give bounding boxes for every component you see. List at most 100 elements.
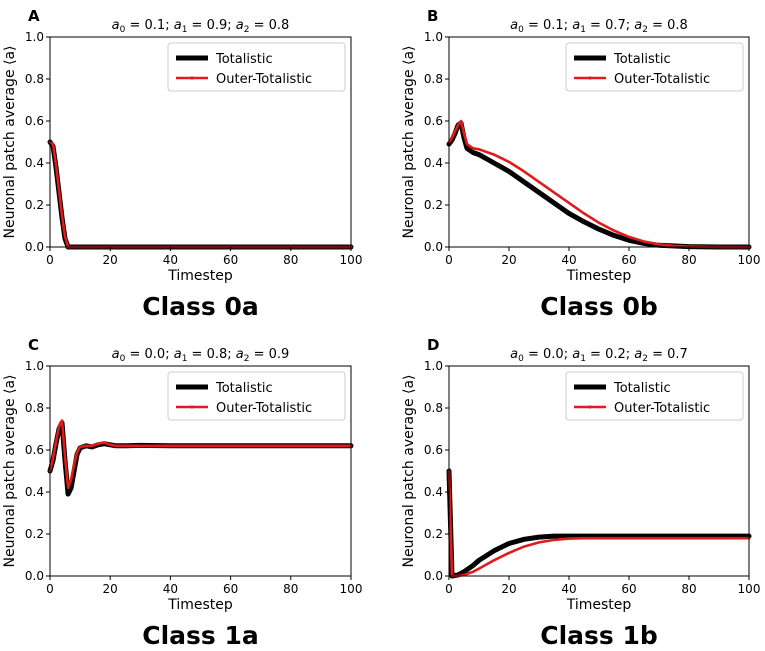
legend-label: Outer-Totalistic (614, 72, 710, 87)
series-line-totalistic (47, 420, 354, 497)
class-label: Class 1b (540, 621, 658, 650)
y-tick-label: 0.4 (424, 485, 443, 499)
chart-panel-a: Aa0 = 0.1; a1 = 0.9; a2 = 0.8 0 20 40 60 80 10… (2, 7, 362, 321)
legend-label: Outer-Totalistic (216, 72, 312, 87)
legend-marker (587, 55, 593, 61)
class-label: Class 1a (142, 621, 259, 650)
panel-letter: A (28, 7, 40, 25)
x-tick-label: 100 (738, 253, 761, 267)
legend-label: Outer-Totalistic (614, 401, 710, 416)
legend-label: Totalistic (215, 381, 273, 396)
panel-letter: D (427, 336, 439, 354)
x-tick-label: 60 (621, 253, 636, 267)
x-tick-label: 60 (621, 582, 636, 596)
legend-box (167, 42, 346, 92)
y-axis-label: Neuronal patch average ⟨a⟩ (401, 45, 417, 238)
x-axis-label: Timestep (167, 268, 233, 284)
y-tick-label: 1.0 (25, 359, 44, 373)
panel-letter: B (427, 7, 438, 25)
legend-marker (588, 405, 592, 409)
x-tick-label: 80 (283, 253, 298, 267)
x-tick-label: 20 (501, 582, 516, 596)
legend-label: Totalistic (613, 381, 671, 396)
y-tick-label: 0.6 (424, 114, 443, 128)
legend-marker (189, 384, 195, 390)
series-line-outer-totalistic (48, 419, 353, 490)
y-tick-label: 0.8 (25, 72, 44, 86)
y-tick-label: 0.2 (25, 527, 44, 541)
plot-frame (49, 365, 352, 577)
x-tick-label: 80 (283, 582, 298, 596)
legend-marker (588, 76, 592, 80)
x-tick-label: 0 (445, 582, 453, 596)
x-tick-label: 40 (561, 582, 576, 596)
y-tick-label: 0.8 (424, 401, 443, 415)
x-tick-label: 40 (561, 253, 576, 267)
chart-panel-c: Ca0 = 0.0; a1 = 0.8; a2 = 0.9 0 20 40 60 80 10… (2, 336, 362, 650)
legend-marker (190, 76, 194, 80)
param-title: a0 = 0.1; a1 = 0.7; a2 = 0.8 (510, 18, 688, 35)
x-tick-label: 80 (681, 253, 696, 267)
plot-frame (448, 36, 750, 248)
x-tick-label: 100 (340, 582, 363, 596)
x-tick-label: 60 (223, 253, 238, 267)
y-tick-label: 0.6 (424, 443, 443, 457)
legend-label: Totalistic (215, 52, 273, 67)
y-tick-label: 0.0 (25, 240, 44, 254)
y-tick-label: 0.0 (424, 569, 443, 583)
param-title: a0 = 0.0; a1 = 0.8; a2 = 0.9 (112, 347, 290, 364)
class-label: Class 0a (142, 292, 259, 321)
x-tick-label: 20 (103, 253, 118, 267)
x-tick-label: 60 (223, 582, 238, 596)
y-tick-label: 0.6 (25, 443, 44, 457)
param-title: a0 = 0.0; a1 = 0.2; a2 = 0.7 (510, 347, 688, 364)
x-tick-label: 40 (163, 253, 178, 267)
chart-panel-b: Ba0 = 0.1; a1 = 0.7; a2 = 0.8 0 20 40 60 80 10… (401, 7, 760, 321)
y-tick-label: 0.4 (25, 485, 44, 499)
x-axis-label: Timestep (566, 597, 632, 613)
x-tick-label: 40 (163, 582, 178, 596)
legend-box (565, 42, 744, 92)
series-line-outer-totalistic (447, 469, 751, 578)
legend: Totalistic Outer-Totalistic (167, 42, 346, 92)
y-tick-label: 0.2 (424, 198, 443, 212)
legend: Totalistic Outer-Totalistic (167, 371, 346, 421)
x-tick-label: 0 (445, 253, 453, 267)
y-axis-label: Neuronal patch average ⟨a⟩ (401, 374, 417, 567)
legend-marker (189, 55, 195, 61)
x-tick-label: 80 (681, 582, 696, 596)
panel-letter: C (28, 336, 39, 354)
y-tick-label: 0.0 (424, 240, 443, 254)
y-tick-label: 0.4 (25, 156, 44, 170)
y-axis-label: Neuronal patch average ⟨a⟩ (2, 45, 18, 238)
x-axis-label: Timestep (566, 268, 632, 284)
x-tick-label: 100 (340, 253, 363, 267)
legend-label: Totalistic (613, 52, 671, 67)
legend-label: Outer-Totalistic (216, 401, 312, 416)
y-tick-label: 1.0 (424, 359, 443, 373)
class-label: Class 0b (540, 292, 658, 321)
x-tick-label: 20 (501, 253, 516, 267)
y-tick-label: 0.0 (25, 569, 44, 583)
y-tick-label: 0.8 (424, 72, 443, 86)
y-tick-label: 1.0 (424, 30, 443, 44)
y-tick-label: 0.4 (424, 156, 443, 170)
y-tick-label: 0.6 (25, 114, 44, 128)
y-axis-label: Neuronal patch average ⟨a⟩ (2, 374, 18, 567)
legend-box (167, 371, 346, 421)
x-tick-label: 0 (46, 582, 54, 596)
legend-marker (190, 405, 194, 409)
x-tick-label: 100 (738, 582, 761, 596)
x-tick-label: 20 (103, 582, 118, 596)
legend-box (565, 371, 744, 421)
plot-frame (448, 365, 750, 577)
y-tick-label: 0.2 (424, 527, 443, 541)
y-tick-label: 0.2 (25, 198, 44, 212)
x-axis-label: Timestep (167, 597, 233, 613)
y-tick-label: 0.8 (25, 401, 44, 415)
legend: Totalistic Outer-Totalistic (565, 42, 744, 92)
chart-panel-d: Da0 = 0.0; a1 = 0.2; a2 = 0.7 0 20 40 60 80 10… (401, 336, 760, 650)
x-tick-label: 0 (46, 253, 54, 267)
y-tick-label: 1.0 (25, 30, 44, 44)
